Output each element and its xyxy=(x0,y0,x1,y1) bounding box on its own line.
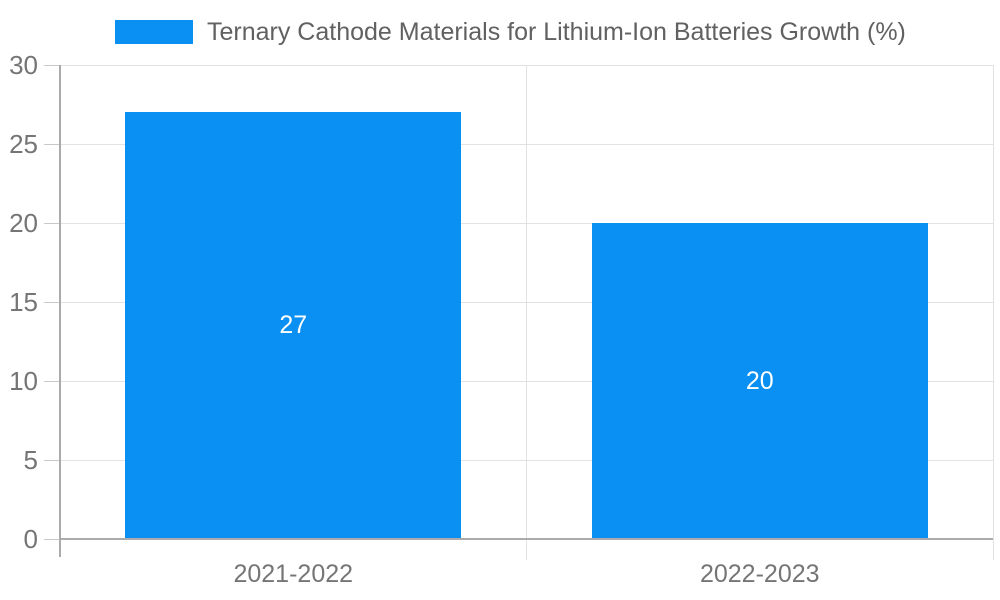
y-axis-tick xyxy=(44,143,60,145)
x-axis-line xyxy=(59,538,993,540)
y-axis-label: 25 xyxy=(9,129,38,159)
legend-item: Ternary Cathode Materials for Lithium-Io… xyxy=(115,18,906,46)
bar-value-label: 20 xyxy=(745,366,774,395)
bar-2022-2023[interactable]: 20 xyxy=(591,223,928,539)
y-axis-tick xyxy=(44,538,60,540)
legend-label: Ternary Cathode Materials for Lithium-Io… xyxy=(207,17,906,46)
y-axis-tick xyxy=(44,380,60,382)
y-axis-label: 5 xyxy=(23,445,38,475)
legend-swatch xyxy=(115,20,193,44)
y-axis-tick xyxy=(44,222,60,224)
y-axis-tick xyxy=(44,459,60,461)
y-axis-line xyxy=(59,65,61,557)
category-boundary-line xyxy=(992,65,994,560)
y-axis-label: 15 xyxy=(9,287,38,317)
bar-2021-2022[interactable]: 27 xyxy=(125,112,462,539)
y-axis-tick xyxy=(44,64,60,66)
y-axis-label: 30 xyxy=(9,50,38,80)
x-axis-label: 2022-2023 xyxy=(699,560,820,588)
y-axis-label: 0 xyxy=(23,524,38,554)
bar-value-label: 27 xyxy=(279,311,308,340)
x-axis-label: 2021-2022 xyxy=(233,560,354,588)
y-axis-label: 10 xyxy=(9,366,38,396)
y-axis-label: 20 xyxy=(9,208,38,238)
category-boundary-line xyxy=(526,65,527,560)
y-axis-tick xyxy=(44,301,60,303)
